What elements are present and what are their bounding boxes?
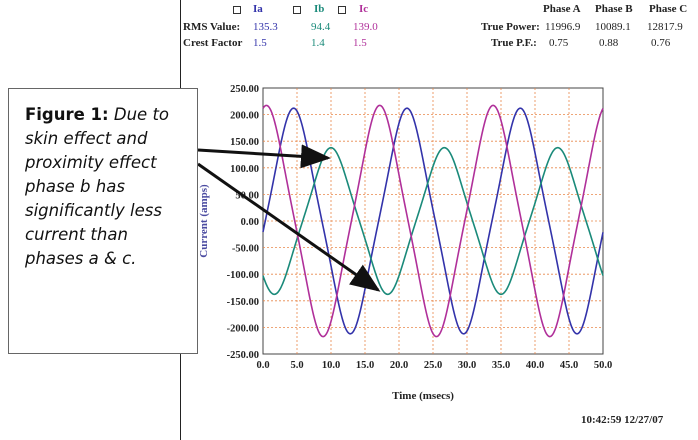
true-power-a: 11996.9 (545, 21, 581, 33)
legend-marker-ia[interactable] (233, 6, 241, 14)
x-tick-label: 20.0 (390, 360, 408, 371)
true-power-label: True Power: (481, 21, 540, 33)
y-tick-label: 150.00 (230, 137, 259, 148)
x-tick-label: 25.0 (424, 360, 442, 371)
true-pf-a: 0.75 (549, 37, 569, 49)
legend-marker-ib[interactable] (293, 6, 301, 14)
x-tick-label: 5.0 (290, 360, 303, 371)
x-tick-label: 30.0 (458, 360, 476, 371)
callout-label: Figure 1: (25, 105, 109, 124)
crest-value-ia: 1.5 (253, 37, 267, 49)
x-axis-label: Time (msecs) (392, 390, 454, 402)
y-axis-label: Current (amps) (198, 184, 210, 258)
crest-value-ib: 1.4 (311, 37, 325, 49)
y-tick-label: 200.00 (230, 111, 259, 122)
rms-value-ic: 139.0 (353, 21, 378, 33)
crest-label: Crest Factor (183, 37, 243, 49)
y-tick-label: 100.00 (230, 164, 259, 175)
x-tick-label: 0.0 (256, 360, 269, 371)
true-power-b: 10089.1 (595, 21, 631, 33)
rms-value-ib: 94.4 (311, 21, 331, 33)
true-pf-label: True P.F.: (491, 37, 537, 49)
x-tick-label: 45.0 (560, 360, 578, 371)
legend-label-ib: Ib (314, 3, 325, 15)
series-line-ia (262, 107, 604, 335)
series-line-ic (262, 104, 604, 338)
legend-label-ia: Ia (253, 3, 263, 15)
rms-value-ia: 135.3 (253, 21, 278, 33)
crest-value-ic: 1.5 (353, 37, 367, 49)
phase-b-header: Phase B (595, 3, 633, 15)
y-tick-label: -150.00 (227, 297, 259, 308)
true-pf-b: 0.88 (599, 37, 619, 49)
timestamp: 10:42:59 12/27/07 (581, 414, 664, 426)
legend-label-ic: Ic (359, 3, 369, 15)
legend-marker-ic[interactable] (338, 6, 346, 14)
true-pf-c: 0.76 (651, 37, 671, 49)
rms-label: RMS Value: (183, 21, 241, 33)
x-tick-label: 15.0 (356, 360, 374, 371)
x-tick-label: 10.0 (322, 360, 340, 371)
true-power-c: 12817.9 (647, 21, 683, 33)
y-tick-label: -50.00 (232, 244, 259, 255)
callout-arrow-lower (197, 162, 381, 292)
x-tick-label: 35.0 (492, 360, 510, 371)
phase-c-header: Phase C (649, 3, 688, 15)
callout-arrow-upper (197, 144, 331, 169)
y-tick-label: -250.00 (227, 350, 259, 361)
y-tick-label: -200.00 (227, 323, 259, 334)
y-tick-label: 250.00 (230, 84, 259, 95)
phase-a-header: Phase A (543, 3, 581, 15)
y-tick-label: 0.00 (241, 217, 259, 228)
figure-callout: Figure 1: Due to skin effect and proximi… (8, 88, 198, 354)
x-tick-label: 50.0 (594, 360, 612, 371)
x-tick-label: 40.0 (526, 360, 544, 371)
y-tick-label: 50.00 (235, 190, 259, 201)
y-tick-label: -100.00 (227, 270, 259, 281)
callout-text: Due to skin effect and proximity effect … (25, 105, 170, 268)
